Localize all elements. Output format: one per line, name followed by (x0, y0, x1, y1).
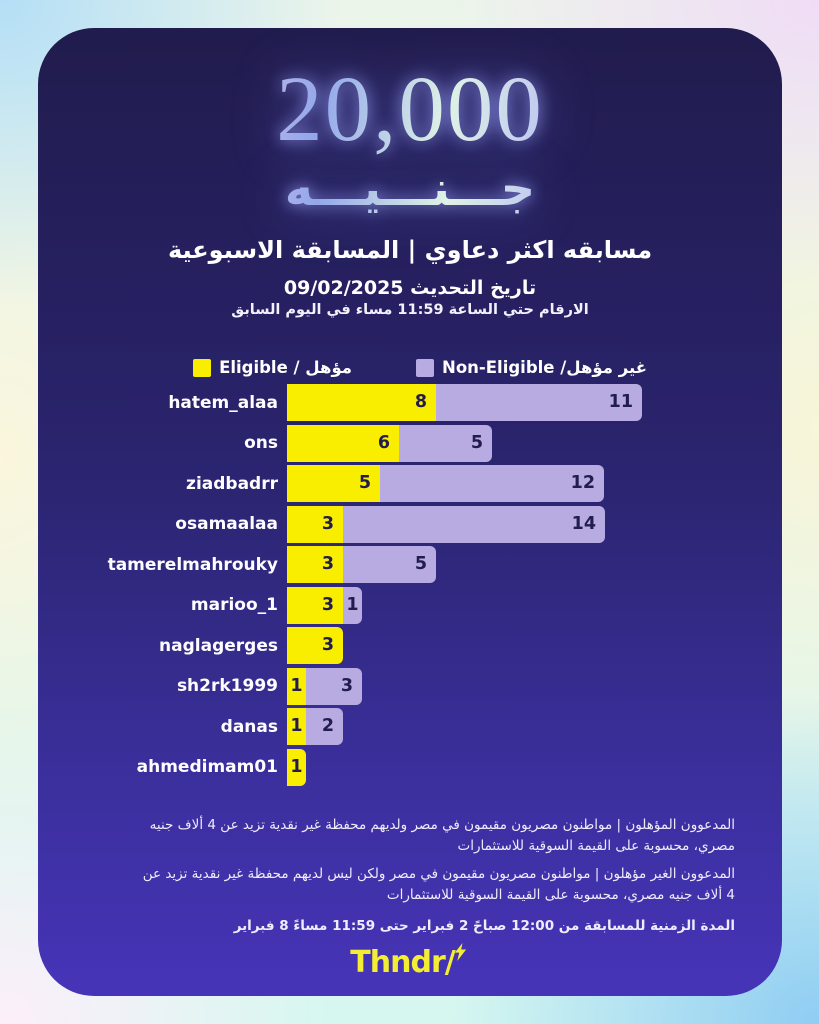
bar-value: 1 (290, 675, 303, 696)
bar-value: 3 (321, 554, 334, 575)
bar-value: 11 (608, 392, 633, 413)
bar-segment-non-eligible: 3 (306, 667, 362, 705)
bar-value: 8 (414, 392, 427, 413)
bar-value: 6 (377, 432, 390, 453)
bar-category-label: ons (244, 433, 278, 454)
bar-category-label: osamaalaa (175, 514, 278, 535)
chart-row: danas 1 2 (38, 708, 782, 746)
contest-card: 20,000 جـــنـــيـــه مسابقه اكثر دعاوي |… (38, 28, 782, 996)
thndr-logo: Thndr/ (38, 942, 782, 981)
eligible-swatch-icon (193, 358, 212, 377)
cutoff-note: الارقام حتي الساعة 11:59 مساء في اليوم ا… (231, 302, 589, 319)
bar-value: 14 (571, 513, 596, 534)
bar-category-label: tamerelmahrouky (107, 554, 278, 575)
bar-value: 12 (570, 473, 595, 494)
bar-segment-eligible: 5 (287, 465, 380, 503)
chart-row: ons 6 5 (38, 424, 782, 462)
bar-segment-eligible: 1 (287, 708, 306, 746)
leaderboard-bar-chart: hatem_alaa 8 11 ons 6 5 ziadbadrr 5 12 osamaalaa 3… (38, 384, 782, 786)
bar-value: 5 (414, 554, 427, 575)
bar-value: 3 (321, 513, 334, 534)
bar-segment-eligible: 3 (287, 546, 343, 584)
bar-category-label: marioo_1 (190, 595, 278, 616)
chart-row: naglagerges 3 (38, 627, 782, 665)
chart-row: osamaalaa 3 14 (38, 505, 782, 543)
bar-value: 3 (321, 594, 334, 615)
bar-value: 5 (470, 432, 483, 453)
bar-segment-eligible: 8 (287, 384, 436, 422)
prize-currency-word: جـــنـــيـــه (38, 161, 782, 219)
bar-value: 3 (321, 635, 334, 656)
footnote-contest-duration: المدة الزمنية للمسابقة من 12:00 صباحً 2 … (233, 917, 735, 934)
footnote-non-eligible-definition: المدعوون الغير مؤهلون | مواطنون مصريون م… (142, 865, 735, 903)
bar-segment-non-eligible: 12 (380, 465, 604, 503)
non-eligible-swatch-icon (416, 358, 435, 377)
bar-segment-non-eligible: 5 (343, 546, 436, 584)
bar-segment-non-eligible: 14 (343, 505, 605, 543)
chart-row: tamerelmahrouky 3 5 (38, 546, 782, 584)
bar-category-label: sh2rk1999 (176, 676, 278, 697)
bar-segment-eligible: 1 (287, 667, 306, 705)
bar-segment-eligible: 3 (287, 586, 343, 624)
prize-amount: 20,000 (38, 61, 782, 159)
bar-segment-non-eligible: 1 (343, 586, 362, 624)
bar-value: 3 (340, 675, 353, 696)
bar-track: 3 14 (287, 505, 605, 543)
bar-segment-non-eligible: 5 (399, 424, 492, 462)
bar-track: 1 (287, 748, 306, 786)
lightning-bolt-icon (453, 942, 468, 965)
bar-segment-eligible: 3 (287, 627, 343, 665)
thndr-logo-text: Thndr/ (350, 945, 455, 981)
bar-category-label: ziadbadrr (186, 473, 278, 494)
bar-category-label: hatem_alaa (168, 392, 278, 413)
chart-legend: مؤهل / Eligible غير مؤهل/ Non-Eligible (38, 358, 647, 377)
chart-row: ziadbadrr 5 12 (38, 465, 782, 503)
bar-track: 3 (287, 627, 343, 665)
bar-segment-eligible: 6 (287, 424, 399, 462)
legend-item-non-eligible: غير مؤهل/ Non-Eligible (416, 358, 647, 377)
bar-track: 8 11 (287, 384, 642, 422)
bar-value: 5 (358, 473, 371, 494)
chart-row: hatem_alaa 8 11 (38, 384, 782, 422)
bar-segment-eligible: 3 (287, 505, 343, 543)
bar-value: 1 (290, 756, 303, 777)
bar-track: 5 12 (287, 465, 604, 503)
bar-value: 1 (290, 716, 303, 737)
update-date: تاريخ التحديث 09/02/2025 (283, 277, 537, 300)
bar-segment-non-eligible: 11 (436, 384, 642, 422)
bar-value: 1 (346, 594, 359, 615)
chart-row: ahmedimam01 1 (38, 748, 782, 786)
bar-segment-eligible: 1 (287, 748, 306, 786)
bar-category-label: danas (220, 716, 278, 737)
legend-label-non-eligible: غير مؤهل/ Non-Eligible (442, 358, 647, 378)
chart-row: sh2rk1999 1 3 (38, 667, 782, 705)
bar-category-label: naglagerges (159, 635, 278, 656)
legend-label-eligible: مؤهل / Eligible (219, 358, 353, 378)
footnote-eligible-definition: المدعوون المؤهلون | مواطنون مصريون مقيمو… (149, 816, 735, 854)
bar-value: 2 (321, 716, 334, 737)
bar-category-label: ahmedimam01 (136, 757, 278, 778)
bar-segment-non-eligible: 2 (306, 708, 343, 746)
legend-item-eligible: مؤهل / Eligible (193, 358, 352, 377)
contest-title: مسابقه اكثر دعاوي | المسابقة الاسبوعية (167, 236, 653, 265)
footnotes: المدعوون المؤهلون | مواطنون مصريون مقيمو… (138, 815, 735, 937)
chart-row: marioo_1 3 1 (38, 586, 782, 624)
